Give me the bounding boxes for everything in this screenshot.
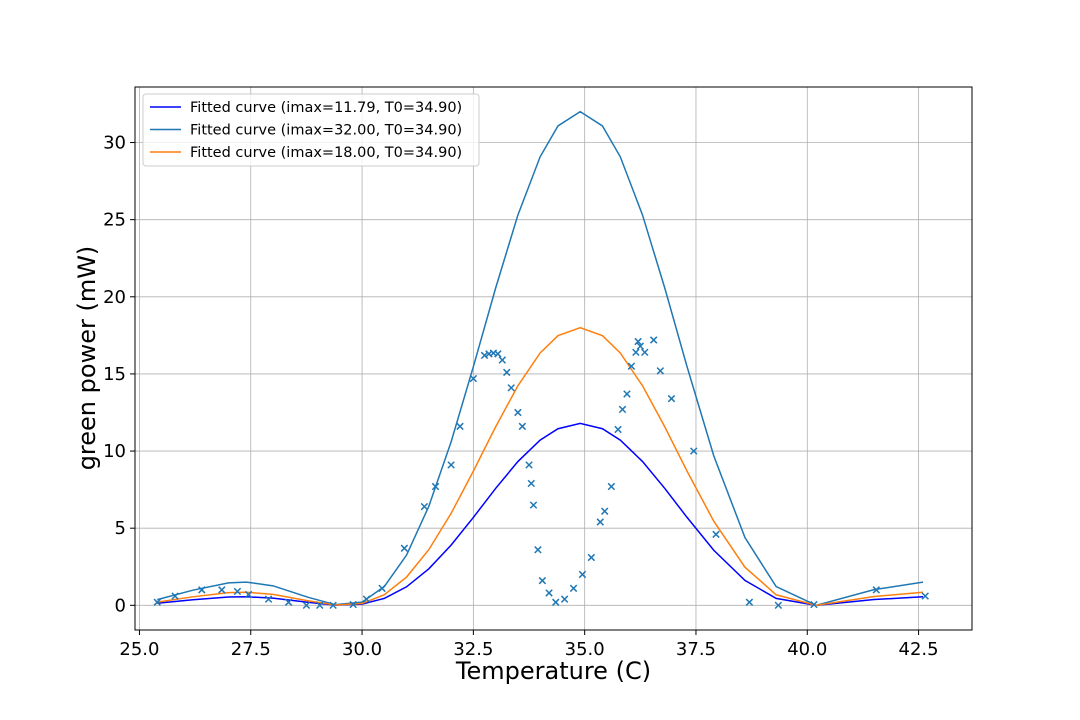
plot-background [135, 87, 972, 630]
x-tick-label: 35.0 [565, 639, 605, 660]
data-point [623, 390, 631, 398]
x-tick-label: 27.5 [231, 639, 271, 660]
plot-frame [134, 86, 973, 631]
data-point [378, 584, 386, 593]
data-point [600, 507, 609, 515]
data-point [596, 518, 604, 526]
fitted-curve-line [157, 110, 924, 607]
data-point [362, 595, 371, 603]
legend-entry: Fitted curve (imax=18.00, T0=34.90) [190, 145, 462, 161]
x-axis-ticks: 25.0 27.5 30.0 32.5 35.0 37.5 40.0 42.5 [119, 630, 939, 660]
legend-box [142, 93, 480, 167]
y-axis-ticks: 0 5 10 15 20 25 30 [103, 133, 135, 616]
data-point [872, 586, 881, 594]
data-point [632, 348, 640, 357]
data-point [329, 601, 337, 610]
data-point [627, 362, 636, 370]
data-point [244, 590, 253, 599]
y-tick-label: 10 [103, 441, 126, 462]
data-point [538, 576, 547, 585]
data-point [534, 546, 542, 554]
grid [135, 87, 972, 630]
data-point [560, 595, 569, 603]
data-point [614, 425, 622, 434]
data-point [667, 394, 676, 403]
data-point [745, 598, 754, 606]
data-point [545, 589, 553, 597]
data-point [636, 342, 645, 350]
data-point [503, 368, 511, 377]
data-point [420, 502, 429, 511]
data-point [656, 367, 665, 375]
data-point [284, 598, 293, 606]
data-point [431, 482, 440, 491]
y-tick-label: 15 [103, 364, 126, 385]
legend-entry: Fitted curve (imax=11.79, T0=34.90) [190, 100, 462, 116]
data-point [551, 598, 560, 606]
fitted-curve-line [157, 422, 924, 607]
legend-entry: Fitted curve (imax=32.00, T0=34.90) [190, 123, 462, 139]
data-point [264, 595, 273, 603]
data-point [712, 530, 720, 539]
data-point [447, 461, 455, 469]
data-point [634, 337, 642, 346]
y-tick-label: 0 [115, 595, 126, 616]
curves [157, 110, 924, 607]
data-point [171, 592, 179, 600]
data-point [456, 422, 464, 431]
y-tick-label: 5 [115, 518, 126, 539]
data-point [514, 408, 522, 417]
y-tick-label: 25 [103, 210, 126, 231]
data-point [569, 584, 578, 593]
x-tick-label: 32.5 [453, 639, 493, 660]
data-point [810, 600, 818, 609]
x-tick-label: 42.5 [899, 639, 939, 660]
data-point [587, 553, 596, 562]
data-point [774, 601, 783, 610]
x-tick-label: 25.0 [119, 639, 159, 660]
legend: Fitted curve (imax=11.79, T0=34.90) Fitte… [142, 93, 480, 167]
data-point [198, 586, 206, 594]
data-point [302, 601, 311, 610]
data-point [316, 601, 324, 610]
data-point [618, 405, 627, 414]
y-tick-label: 30 [103, 133, 126, 154]
y-tick-label: 20 [103, 287, 126, 308]
data-point [529, 501, 538, 509]
x-tick-label: 30.0 [342, 639, 382, 660]
scatter-points [153, 336, 929, 610]
data-point [349, 600, 357, 609]
x-tick-label: 40.0 [787, 639, 827, 660]
fitted-curve-line [157, 326, 924, 607]
data-point [607, 482, 616, 491]
data-point [494, 350, 502, 358]
data-point [233, 587, 242, 596]
data-point [921, 592, 929, 600]
data-point [527, 479, 535, 488]
data-point [690, 447, 698, 455]
x-axis-label: Temperature (C) [455, 657, 651, 685]
data-point [649, 336, 658, 344]
data-point [469, 374, 478, 383]
data-point [518, 422, 527, 431]
x-tick-label: 37.5 [676, 639, 716, 660]
data-point [525, 461, 533, 469]
y-axis-label: green power (mW) [73, 246, 101, 471]
data-point [507, 384, 515, 392]
data-point [578, 570, 587, 579]
data-point [153, 598, 161, 606]
data-point [498, 356, 507, 364]
data-point [400, 544, 409, 552]
data-point [218, 586, 226, 594]
data-point [480, 351, 489, 360]
data-point [641, 348, 649, 357]
